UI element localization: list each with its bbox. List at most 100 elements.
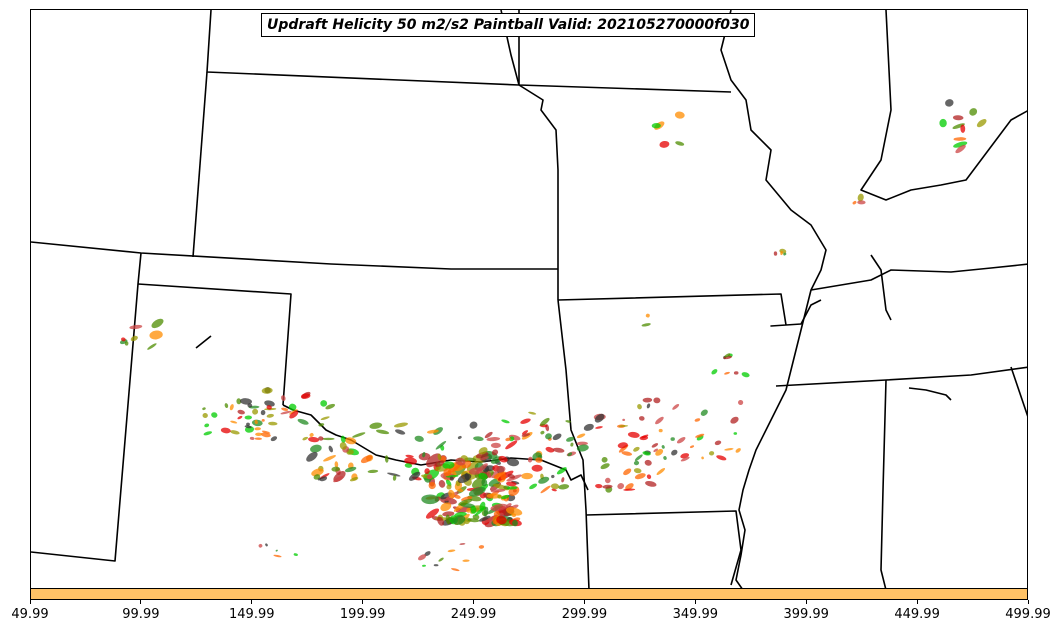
paintball-blob [240,398,252,405]
paintball-blob [551,474,555,479]
paintball-blob [960,124,966,133]
paintball-blob [318,423,325,427]
paintball-blob [331,466,340,472]
paintball-blob [334,461,339,468]
paintball-blob [392,475,397,481]
paintball-blob [491,449,499,456]
paintball-blob [617,442,628,449]
paintball-blob [435,440,447,450]
boundary-ks-mo-line [518,10,559,300]
paintball-blob [621,451,633,456]
paintball-blob [651,122,661,129]
paintball-blob [224,403,229,409]
paintball-blob [369,422,383,429]
paintball-blob [408,471,421,481]
paintball-blob [642,397,653,403]
paintball-blob [453,515,466,525]
paintball-blob [268,421,278,426]
paintball-blob [634,473,646,480]
paintball-blob [639,435,649,441]
paintball-blob [552,447,565,453]
map-canvas [31,10,1027,588]
paintball-blob [694,418,701,422]
paintball-blob [470,505,477,514]
colorbar-tick [1027,600,1029,604]
paintball-blob [202,407,206,411]
paintball-blob [247,403,253,408]
colorbar-tick-label: 99.99 [122,607,160,622]
paintball-blob [527,456,533,463]
paintball-blob [288,403,297,411]
paintball-blob [293,553,298,556]
paintball-blob [495,465,506,473]
paintball-blob [550,483,560,490]
paintball-blob [433,564,439,567]
paintball-blob [421,494,439,505]
paintball-blob [655,449,664,456]
colorbar-tick [805,600,807,604]
paintball-blob [645,480,657,487]
paintball-blob [479,456,490,461]
paintball-blob [701,456,704,460]
paintball-blob [637,404,642,410]
boundary-al-ga-line [1010,366,1027,417]
paintball-blob [478,545,485,549]
paintball-blob [675,141,685,146]
paintball-blob [325,403,336,410]
boundary-ks-ne-line [31,241,558,270]
colorbar-tick-label: 349.99 [672,607,719,622]
paintball-blob [496,515,507,525]
boundary-mississippi [720,10,827,588]
paintball-blob [671,449,678,456]
paintball-blob [773,251,778,256]
paintball-blob [395,429,406,435]
paintball-blob [676,437,686,444]
paintball-blob [447,549,456,553]
boundary-ok-ar-line [557,299,590,588]
paintball-blob [661,445,665,449]
paintball-blob [730,416,739,424]
paintball-blob [695,433,705,438]
paintball-blob [733,371,739,375]
paintball-blob [454,494,461,499]
paintball-blob [405,454,414,458]
paintball-blob [639,416,645,421]
colorbar-tick-label: 49.99 [11,607,49,622]
paintball-blob [507,473,516,479]
paintball-blob [486,437,501,442]
paintball-blob [674,111,685,119]
paintball-blob [601,456,608,463]
colorbar-tick-label: 199.99 [339,607,386,622]
paintball-blob [653,397,661,404]
paintball-blob [426,453,442,468]
paintball-blob [521,472,533,480]
paintball-blob [254,427,261,431]
paintball-blob [404,457,417,465]
paintball-blob [953,141,968,148]
paintball-blob [302,436,309,441]
paintball-blob [442,511,455,517]
paintball-blob [230,420,238,424]
paintball-blob [467,518,480,523]
paintball-blob [360,455,373,464]
paintball-blob [576,433,586,439]
paintball-blob [442,461,455,470]
paintball-blob [955,144,966,154]
paintball-blob [852,200,857,205]
paintball-blob [236,398,242,405]
paintball-blob [969,108,978,116]
paintball-blob [426,429,439,434]
paintball-blob [281,407,289,411]
paintball-blob [595,483,603,489]
paintball-blob [437,516,445,526]
paintball-blob [528,411,537,415]
paintball-blob [646,403,651,409]
paintball-blob [438,557,444,562]
colorbar-tick [473,600,475,604]
paintball-blob [260,432,271,438]
paintball-blob [625,483,634,491]
paintball-blob [230,430,240,435]
paintball-blob [505,507,523,516]
paintball-blob [700,409,708,416]
paintball-blob [376,429,390,435]
